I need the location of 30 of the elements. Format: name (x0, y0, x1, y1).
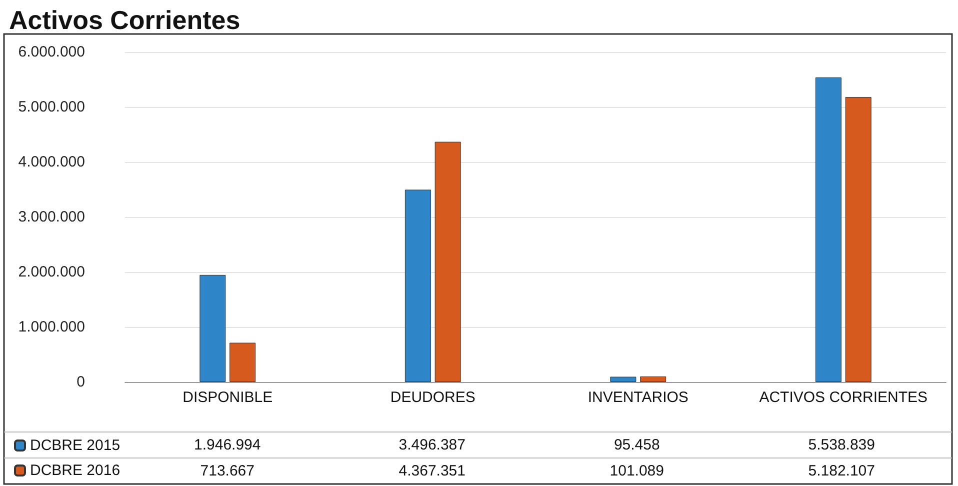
data-label: 3.496.387 (398, 436, 466, 454)
data-label: 1.946.994 (194, 436, 261, 454)
x-tick-label: INVENTARIOS (588, 389, 688, 406)
legend-label: DCBRE 2015 (30, 437, 120, 454)
bar (815, 77, 842, 382)
data-label: 95.458 (614, 436, 660, 454)
bar (640, 376, 666, 382)
y-tick-label: 3.000.000 (18, 208, 85, 226)
legend-label: DCBRE 2016 (30, 462, 120, 479)
y-tick-label: 2.000.000 (18, 264, 85, 280)
bar (230, 342, 256, 382)
bar (404, 190, 431, 382)
bar (845, 96, 872, 382)
data-label: 101.089 (610, 462, 664, 480)
chart-title: Activos Corrientes (9, 5, 240, 35)
data-label: 5.182.107 (808, 462, 875, 480)
x-tick-label: DISPONIBLE (182, 389, 273, 406)
y-tick-label: 6.000.000 (18, 44, 85, 60)
bar (434, 142, 461, 382)
y-tick-label: 4.000.000 (18, 154, 85, 170)
y-tick-label: 5.000.000 (18, 98, 85, 116)
x-tick-label: ACTIVOS CORRIENTES (759, 389, 928, 406)
bar (200, 274, 226, 382)
y-tick-label: 1.000.000 (18, 318, 85, 336)
y-tick-label: 0 (76, 374, 85, 390)
data-label: 4.367.351 (398, 462, 466, 480)
bar (610, 376, 636, 382)
data-label: 5.538.839 (808, 436, 875, 454)
x-tick-label: DEUDORES (390, 389, 476, 406)
data-label: 713.667 (200, 462, 254, 480)
